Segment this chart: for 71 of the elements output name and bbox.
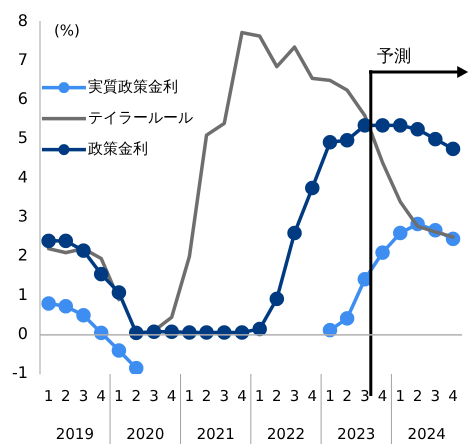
x-tick-label: 1 [395, 386, 406, 405]
text: 2020 [126, 424, 164, 443]
x-tick-label: 1 [114, 386, 124, 405]
point [428, 132, 443, 146]
legend-label: テイラールール [88, 108, 193, 126]
x-tick-label: 3 [430, 386, 440, 405]
text: 2023 [337, 424, 376, 443]
point [446, 142, 460, 156]
point [58, 234, 74, 248]
x-tick-label: 1 [325, 386, 335, 405]
point [358, 272, 372, 286]
point [322, 322, 338, 338]
x-tick-label: 4 [448, 386, 458, 405]
point [375, 118, 390, 133]
x-tick-label: 3 [219, 386, 230, 405]
text: 2019 [56, 424, 94, 443]
y-tick-label: 8 [18, 10, 28, 30]
point [375, 245, 390, 260]
point [128, 360, 144, 374]
point [76, 243, 91, 258]
y-tick-label: 5 [18, 128, 28, 148]
y-tick-label: -1 [12, 363, 28, 382]
x-tick-label: 2 [202, 386, 212, 405]
y-tick-label: 0 [18, 324, 28, 343]
x-tick-label: 4 [237, 386, 247, 405]
point [112, 343, 126, 358]
y-tick-label: 2 [18, 246, 28, 265]
point [58, 299, 74, 314]
point [252, 322, 267, 336]
point [41, 234, 56, 248]
x-tick-label: 2 [272, 386, 282, 405]
point [94, 266, 108, 282]
point [41, 296, 56, 311]
point [270, 292, 284, 306]
y-axis-title: (%) [54, 21, 80, 40]
x-tick-label: 4 [307, 386, 318, 405]
y-tick-label: 4 [18, 167, 28, 186]
y-tick-label: 7 [18, 50, 28, 69]
point [305, 180, 320, 196]
x-tick-label: 1 [184, 386, 194, 405]
point [340, 311, 354, 326]
x-tick-label: 4 [378, 386, 388, 405]
x-tick-label: 1 [254, 386, 264, 405]
x-tick-label: 2 [342, 386, 352, 405]
x-tick-label: 2 [412, 386, 422, 405]
point [76, 308, 91, 323]
text: 2024 [408, 424, 446, 443]
point [393, 118, 408, 133]
x-tick-label: 1 [44, 386, 54, 405]
point [112, 285, 126, 300]
point [322, 134, 338, 150]
x-tick-label: 2 [60, 386, 71, 405]
x-tick-label: 3 [360, 386, 370, 405]
y-tick-label: 6 [18, 89, 28, 108]
y-tick-label: 3 [18, 206, 28, 226]
x-tick-label: 2 [131, 386, 142, 405]
y-tick-label: 1 [18, 284, 28, 304]
point [340, 132, 354, 148]
x-tick-label: 4 [96, 386, 106, 405]
x-tick-label: 3 [290, 386, 300, 405]
text: 2021 [196, 424, 235, 443]
legend-label: 政策金利 [88, 139, 148, 158]
x-tick-label: 3 [149, 386, 159, 405]
x-tick-label: 3 [78, 386, 88, 405]
x-tick-label: 4 [166, 386, 176, 405]
legend-label: 実質政策金利 [88, 77, 178, 96]
point [410, 122, 425, 137]
text: 2022 [266, 424, 306, 443]
ref-line-label: 予測 [376, 46, 411, 67]
point [287, 226, 302, 240]
point [393, 226, 408, 240]
